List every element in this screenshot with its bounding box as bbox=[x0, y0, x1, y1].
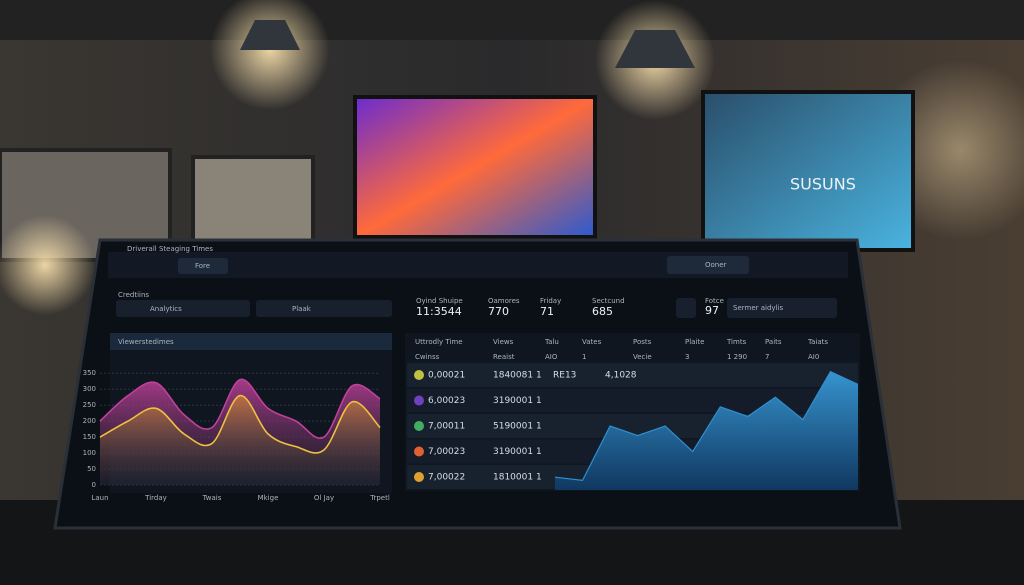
table-header: Paits bbox=[765, 338, 782, 346]
table-subheader: 1 290 bbox=[727, 353, 747, 361]
table-header: Views bbox=[493, 338, 514, 346]
y-tick-label: 300 bbox=[83, 385, 96, 393]
frame bbox=[191, 155, 315, 244]
table-subheader: AI0 bbox=[808, 353, 819, 361]
table-cell: RE13 bbox=[553, 371, 576, 381]
stat-label: Oamores bbox=[488, 297, 520, 305]
table-cell: 7,00011 bbox=[428, 422, 465, 432]
row-icon bbox=[414, 395, 424, 406]
stat-label: Friday bbox=[540, 297, 561, 305]
stat-value: 71 bbox=[540, 305, 554, 318]
table-cell: 1840081 1 bbox=[493, 371, 542, 381]
table-subheader: AIO bbox=[545, 353, 558, 361]
stat-value: 685 bbox=[592, 305, 613, 318]
tv-text: SUSUNS bbox=[790, 175, 856, 194]
x-tick-label: Laun bbox=[91, 494, 108, 502]
lamp-glow bbox=[210, 0, 330, 110]
chart-title: Viewerstedimes bbox=[118, 338, 174, 346]
dropdown[interactable] bbox=[116, 300, 250, 317]
table-subheader: 1 bbox=[582, 353, 586, 361]
table-subheader: Reaist bbox=[493, 353, 515, 361]
y-tick-label: 0 bbox=[92, 481, 96, 489]
table-subheader: Cwinss bbox=[415, 353, 440, 361]
lamp bbox=[240, 20, 300, 50]
stat-value: 11:3544 bbox=[416, 305, 462, 318]
y-tick-label: 350 bbox=[83, 369, 96, 377]
table-cell: 7,00023 bbox=[428, 447, 465, 457]
table-header: Taiats bbox=[807, 338, 828, 346]
search-label[interactable]: Plaak bbox=[292, 305, 312, 313]
button[interactable] bbox=[667, 256, 749, 274]
filter-label: Credtiins bbox=[118, 291, 149, 299]
table-subheader: 7 bbox=[765, 353, 769, 361]
area-line bbox=[99, 378, 381, 440]
area-fill bbox=[555, 371, 858, 490]
x-tick-label: Twais bbox=[202, 494, 222, 502]
y-tick-label: 100 bbox=[83, 449, 96, 457]
table-header: Vates bbox=[582, 338, 602, 346]
y-tick-label: 150 bbox=[83, 433, 96, 441]
dropdown[interactable] bbox=[727, 298, 837, 318]
table-cell: 3190001 1 bbox=[493, 447, 542, 457]
table-row bbox=[407, 363, 858, 387]
y-tick-label: 50 bbox=[87, 465, 96, 473]
table-cell: 0,00021 bbox=[428, 371, 465, 381]
row-icon bbox=[414, 421, 424, 431]
desk-lamp bbox=[0, 215, 95, 315]
table-subheader: Vecie bbox=[633, 353, 652, 361]
table-header: Plaite bbox=[685, 338, 704, 346]
table-cell: 1810001 1 bbox=[493, 473, 542, 483]
x-tick-label: Ol Jay bbox=[314, 494, 334, 502]
chart-header bbox=[110, 333, 392, 350]
table-cell: 7,00022 bbox=[428, 473, 465, 483]
y-tick-label: 250 bbox=[83, 401, 96, 409]
table-cell: 5190001 1 bbox=[493, 422, 542, 432]
table-header: Talu bbox=[544, 338, 559, 346]
area-line bbox=[554, 370, 859, 482]
table-cell: 3190001 1 bbox=[493, 396, 542, 406]
table-header: Timts bbox=[726, 338, 747, 346]
x-tick-label: Trpetl bbox=[369, 494, 390, 502]
row-icon bbox=[414, 472, 424, 482]
ceiling bbox=[0, 0, 1024, 40]
wall-tv bbox=[353, 95, 597, 239]
dropdown-label[interactable]: Sermer aidylis bbox=[733, 304, 783, 312]
row-icon bbox=[414, 446, 424, 457]
row-icon bbox=[414, 370, 424, 380]
button[interactable] bbox=[676, 298, 696, 318]
table-cell: 6,00023 bbox=[428, 396, 465, 406]
stat-label: Oyind Shuipe bbox=[416, 297, 463, 305]
button-label[interactable]: Fore bbox=[195, 262, 210, 270]
table-header: Posts bbox=[633, 338, 652, 346]
button-label[interactable]: Ooner bbox=[705, 261, 727, 269]
stat-label: Sectcund bbox=[592, 297, 625, 305]
lamp bbox=[615, 30, 695, 68]
dropdown-label[interactable]: Analytics bbox=[150, 305, 182, 313]
table-header: Uttrodly Time bbox=[415, 338, 463, 346]
area-fill bbox=[100, 395, 380, 485]
y-tick-label: 200 bbox=[83, 417, 96, 425]
search[interactable] bbox=[256, 300, 392, 317]
area-line bbox=[99, 394, 381, 454]
table-cell: 4,1028 bbox=[605, 371, 637, 381]
selector-label: Fotce bbox=[705, 297, 724, 305]
selector-value: 97 bbox=[705, 304, 719, 317]
stat-value: 770 bbox=[488, 305, 509, 318]
button[interactable] bbox=[178, 258, 228, 274]
x-tick-label: Tirday bbox=[144, 494, 167, 502]
wall-tv bbox=[701, 90, 915, 252]
x-tick-label: Mkige bbox=[258, 494, 279, 502]
window-title: Driverall Steaging Times bbox=[127, 245, 213, 253]
table-subheader: 3 bbox=[685, 353, 689, 361]
